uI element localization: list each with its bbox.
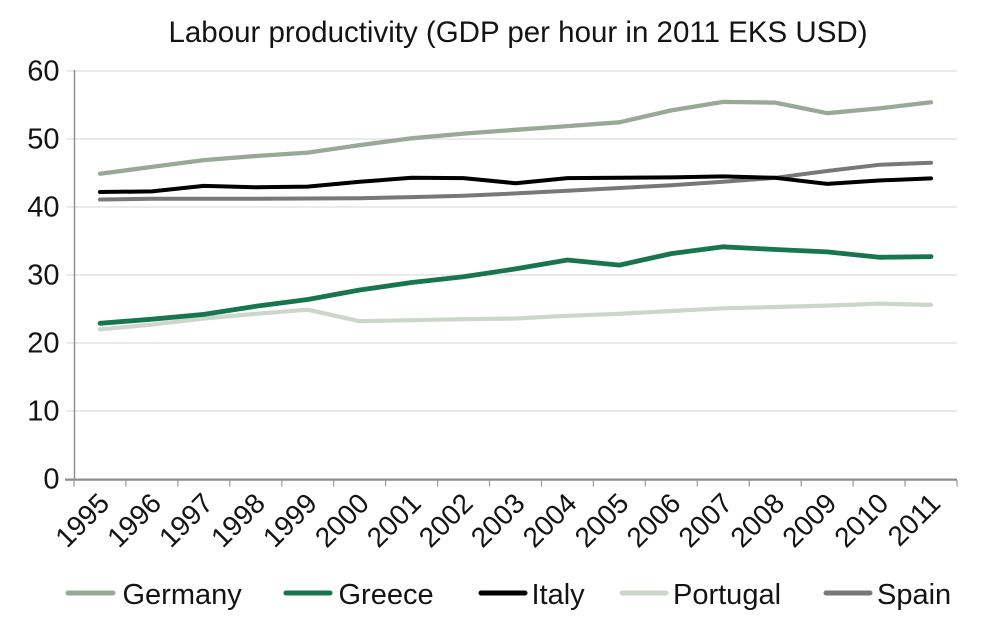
- svg-text:Portugal: Portugal: [673, 579, 781, 611]
- svg-text:50: 50: [27, 124, 59, 156]
- svg-text:0: 0: [43, 464, 59, 496]
- svg-text:30: 30: [27, 260, 59, 292]
- svg-text:Italy: Italy: [532, 579, 586, 611]
- svg-text:Germany: Germany: [123, 579, 243, 611]
- svg-text:Labour productivity (GDP per h: Labour productivity (GDP per hour in 201…: [168, 16, 867, 49]
- svg-text:40: 40: [27, 192, 59, 224]
- svg-text:60: 60: [27, 56, 59, 88]
- svg-text:20: 20: [27, 328, 59, 360]
- svg-text:Greece: Greece: [339, 579, 434, 611]
- svg-text:Spain: Spain: [877, 579, 951, 611]
- svg-text:10: 10: [27, 396, 59, 428]
